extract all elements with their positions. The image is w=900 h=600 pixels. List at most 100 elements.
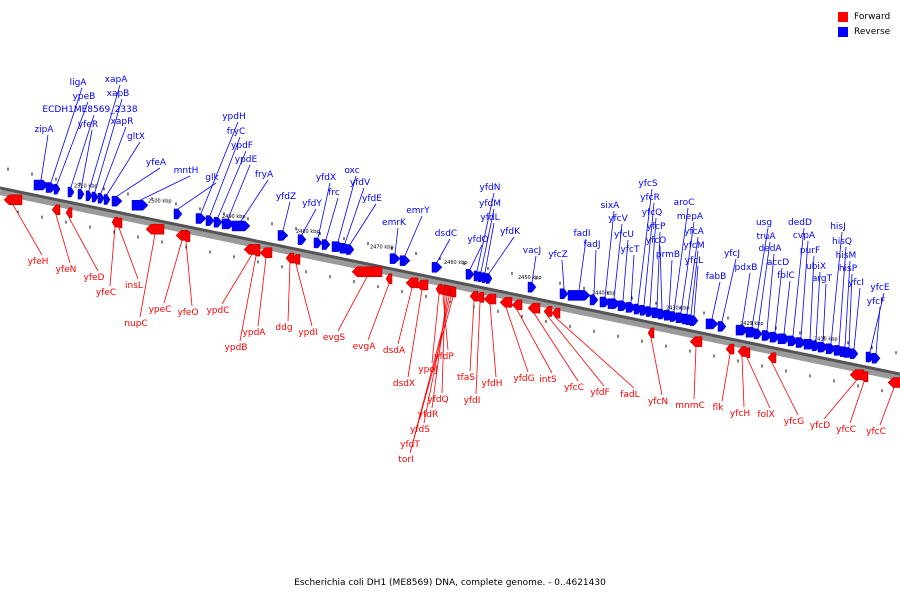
reverse-gene-label: yfcI xyxy=(848,278,864,288)
forward-gene-arrow[interactable] xyxy=(415,279,429,291)
forward-gene-arrow[interactable] xyxy=(181,231,191,242)
reverse-gene-arrow[interactable] xyxy=(607,298,621,309)
reverse-gene-arrow[interactable] xyxy=(321,239,331,250)
reverse-gene-arrow[interactable] xyxy=(825,343,837,354)
reverse-gene-arrow[interactable] xyxy=(97,193,105,204)
forward-gene-leader xyxy=(475,302,481,395)
reverse-gene-label: yfcS xyxy=(638,179,657,189)
reverse-gene-arrow[interactable] xyxy=(849,348,859,359)
reverse-gene-arrow[interactable] xyxy=(45,182,57,193)
reverse-gene-arrow[interactable] xyxy=(787,335,799,347)
reverse-gene-label: hisP xyxy=(839,264,858,274)
reverse-gene-arrow[interactable] xyxy=(389,253,401,264)
reverse-gene-arrow[interactable] xyxy=(761,330,773,341)
reverse-gene-arrow[interactable] xyxy=(195,213,207,224)
forward-gene-arrow[interactable] xyxy=(483,293,497,305)
reverse-gene-arrow[interactable] xyxy=(77,188,85,200)
forward-gene-arrow[interactable] xyxy=(511,299,523,311)
reverse-gene-arrow[interactable] xyxy=(689,315,699,326)
reverse-gene-arrow[interactable] xyxy=(871,352,881,364)
forward-gene-label: yfcG xyxy=(784,417,804,427)
forward-gene-arrow[interactable] xyxy=(259,247,273,258)
reverse-gene-arrow[interactable] xyxy=(599,296,611,308)
reverse-gene-arrow[interactable] xyxy=(103,194,111,205)
reverse-gene-leader xyxy=(875,306,881,354)
reverse-gene-arrow[interactable] xyxy=(795,337,807,348)
reverse-gene-arrow[interactable] xyxy=(567,290,591,301)
forward-gene-arrow[interactable] xyxy=(475,292,485,303)
reverse-gene-arrow[interactable] xyxy=(313,237,323,249)
forward-gene-arrow[interactable] xyxy=(3,194,23,206)
reverse-gene-arrow[interactable] xyxy=(131,200,149,211)
forward-gene-arrow[interactable] xyxy=(351,266,383,278)
reverse-gene-arrow[interactable] xyxy=(705,318,719,330)
reverse-gene-leader xyxy=(88,84,121,191)
forward-gene-arrow[interactable] xyxy=(499,297,513,308)
forward-gene-arrow[interactable] xyxy=(385,273,393,285)
reverse-gene-leader xyxy=(227,164,251,220)
reverse-gene-label: emrY xyxy=(406,206,430,216)
reverse-gene-arrow[interactable] xyxy=(33,179,49,191)
legend-item-reverse: Reverse xyxy=(838,24,890,39)
reverse-gene-arrow[interactable] xyxy=(527,281,537,293)
reverse-gene-leader xyxy=(613,223,623,299)
reverse-gene-arrow[interactable] xyxy=(85,190,93,202)
reverse-gene-arrow[interactable] xyxy=(111,195,123,207)
forward-gene-arrow[interactable] xyxy=(647,327,655,339)
reverse-gene-arrow[interactable] xyxy=(173,208,183,220)
forward-gene-arrow[interactable] xyxy=(65,207,73,218)
reverse-gene-leader xyxy=(50,87,83,183)
reverse-gene-arrow[interactable] xyxy=(777,333,791,345)
reverse-gene-arrow[interactable] xyxy=(345,244,355,255)
reverse-gene-arrow[interactable] xyxy=(221,218,235,230)
reverse-gene-arrow[interactable] xyxy=(559,288,569,300)
reverse-gene-arrow[interactable] xyxy=(399,255,411,266)
reverse-gene-arrow[interactable] xyxy=(485,273,493,284)
forward-gene-arrow[interactable] xyxy=(291,254,301,265)
reverse-gene-arrow[interactable] xyxy=(53,183,61,195)
forward-gene-arrow[interactable] xyxy=(767,352,777,363)
reverse-gene-arrow[interactable] xyxy=(717,321,727,332)
reverse-gene-arrow[interactable] xyxy=(205,215,215,226)
reverse-gene-arrow[interactable] xyxy=(589,294,599,306)
reverse-gene-arrow[interactable] xyxy=(91,191,99,203)
forward-gene-leader xyxy=(441,295,446,394)
forward-gene-arrow[interactable] xyxy=(251,245,261,257)
forward-gene-arrow[interactable] xyxy=(725,343,735,355)
reverse-gene-arrow[interactable] xyxy=(277,230,289,241)
forward-gene-arrow[interactable] xyxy=(743,347,751,359)
forward-gene-arrow[interactable] xyxy=(115,217,123,229)
reverse-gene-arrow[interactable] xyxy=(735,324,749,336)
forward-gene-leader xyxy=(68,217,99,272)
forward-gene-arrow[interactable] xyxy=(689,336,703,347)
forward-gene-arrow[interactable] xyxy=(859,371,869,383)
forward-gene-arrow[interactable] xyxy=(543,306,553,317)
gene-arrows[interactable] xyxy=(3,179,900,388)
forward-gene-arrow[interactable] xyxy=(527,302,541,314)
reverse-gene-arrow[interactable] xyxy=(213,216,223,228)
scale-label: 2510 kbp xyxy=(74,183,98,189)
reverse-gene-arrow[interactable] xyxy=(465,269,475,280)
scale-label: 2480 kbp xyxy=(296,229,320,235)
reverse-gene-arrow[interactable] xyxy=(817,341,829,353)
reverse-gene-leader xyxy=(80,129,93,190)
forward-gene-leader xyxy=(139,234,156,318)
forward-gene-arrow[interactable] xyxy=(887,377,900,388)
reverse-gene-arrow[interactable] xyxy=(753,328,763,340)
reverse-gene-arrow[interactable] xyxy=(297,234,307,245)
forward-gene-arrow[interactable] xyxy=(551,307,561,319)
forward-gene-arrow[interactable] xyxy=(145,223,165,235)
forward-gene-arrow[interactable] xyxy=(405,277,419,289)
reverse-gene-leader xyxy=(630,254,635,303)
forward-gene-arrow[interactable] xyxy=(51,204,61,215)
reverse-gene-arrow[interactable] xyxy=(617,300,629,311)
reverse-gene-label: yfdO xyxy=(467,235,488,245)
reverse-gene-arrow[interactable] xyxy=(769,331,781,343)
reverse-gene-arrow[interactable] xyxy=(625,302,637,313)
reverse-gene-arrow[interactable] xyxy=(67,186,75,198)
reverse-gene-arrow[interactable] xyxy=(431,262,443,273)
reverse-gene-label: yfcR xyxy=(640,193,660,203)
forward-gene-arrow[interactable] xyxy=(449,286,457,298)
reverse-gene-arrow[interactable] xyxy=(231,220,251,232)
reverse-gene-label: yfdK xyxy=(500,227,521,237)
